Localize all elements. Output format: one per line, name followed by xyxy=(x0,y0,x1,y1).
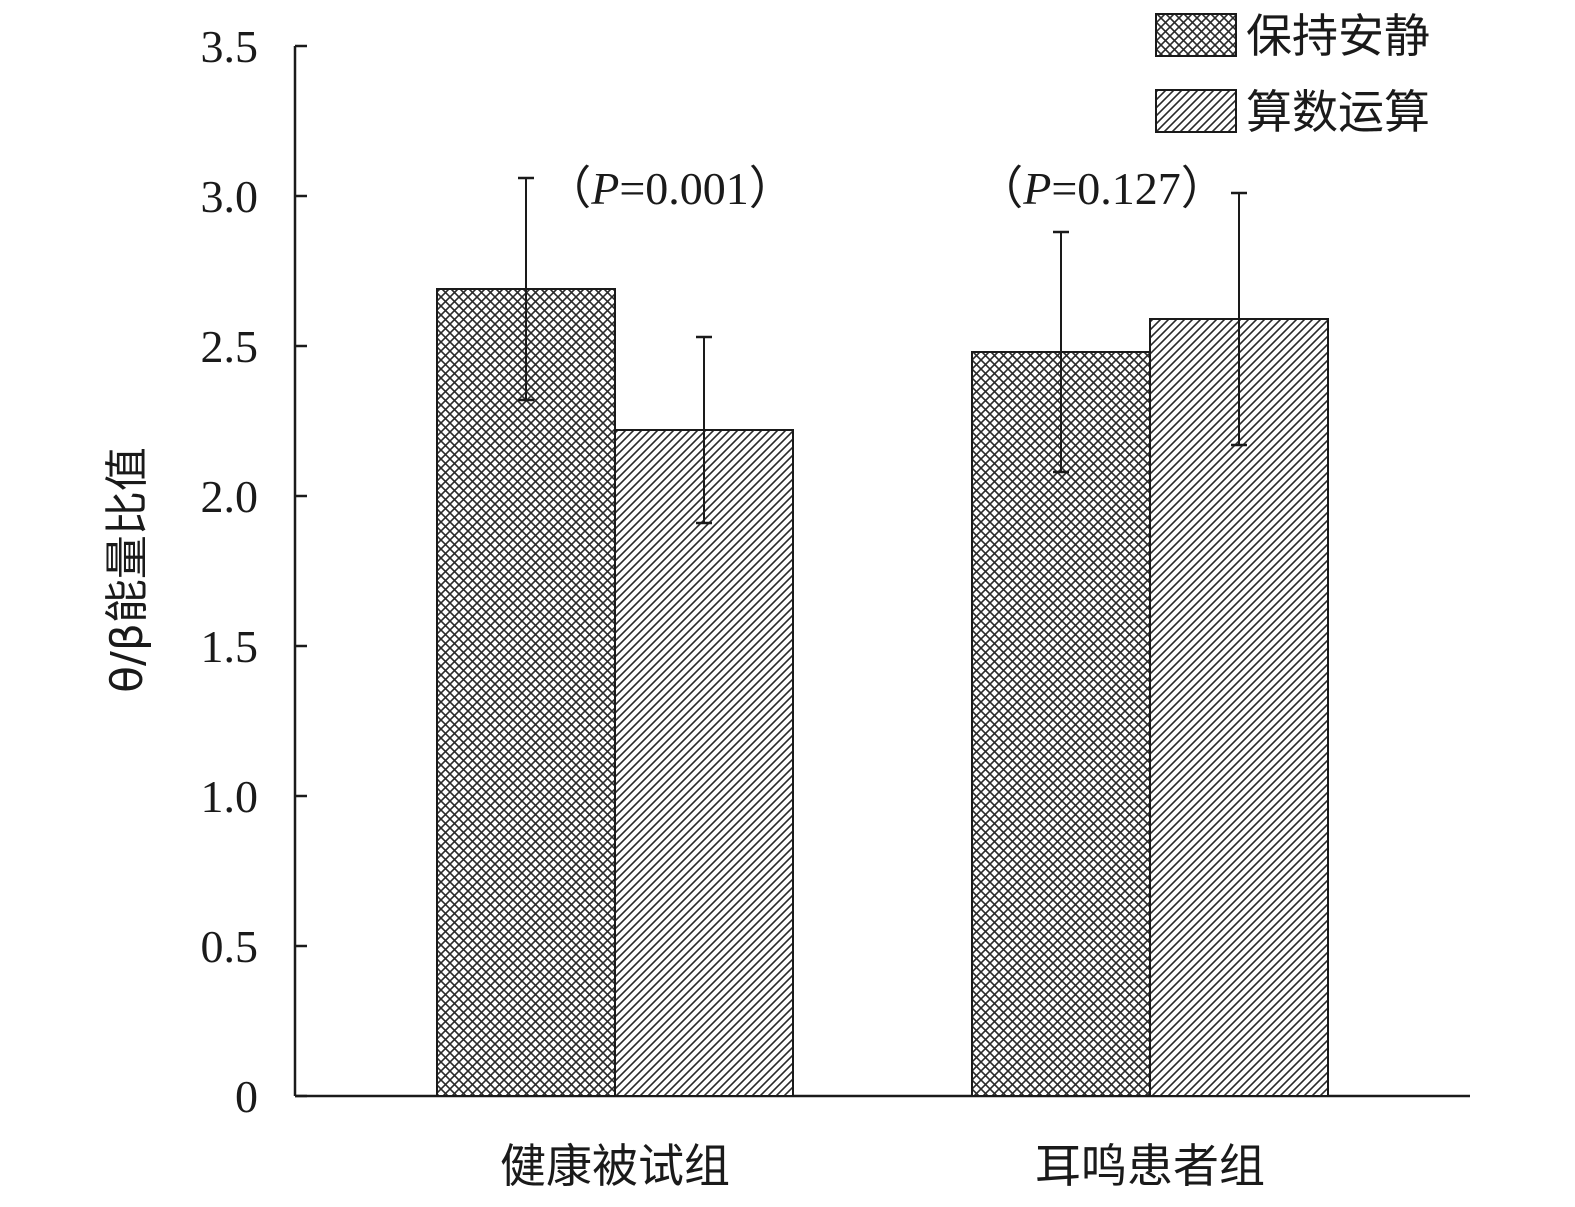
y-tick-label: 1.0 xyxy=(201,771,259,822)
p-value: =0.001 xyxy=(619,163,748,214)
y-axis: 0 0.5 1.0 1.5 2.0 2.5 3.0 3.5 xyxy=(201,21,307,1122)
p-value: =0.127 xyxy=(1051,163,1180,214)
y-tick-label: 3.0 xyxy=(201,171,259,222)
bars xyxy=(436,288,1329,1097)
y-tick-label: 1.5 xyxy=(201,621,259,672)
error-bars xyxy=(518,176,1247,525)
bar xyxy=(1149,318,1329,1097)
legend-swatch xyxy=(1155,89,1237,133)
legend-swatch xyxy=(1155,13,1237,57)
y-tick-label: 0 xyxy=(235,1071,258,1122)
x-category-label: 耳鸣患者组 xyxy=(1035,1139,1265,1193)
x-axis: 健康被试组 耳鸣患者组 xyxy=(295,1094,1470,1193)
p-symbol: P xyxy=(1022,163,1051,214)
p-value-annotations: （P=0.001） （P=0.127） xyxy=(545,163,1227,214)
y-tick-label: 3.5 xyxy=(201,21,259,72)
y-tick-label: 0.5 xyxy=(201,921,259,972)
bar xyxy=(436,288,616,1097)
legend-label: 算数运算 xyxy=(1246,85,1430,139)
bar xyxy=(614,429,794,1097)
paren-open: （ xyxy=(977,163,1023,214)
paren-close: ） xyxy=(1181,163,1227,214)
p-symbol: P xyxy=(590,163,619,214)
y-tick-label: 2.5 xyxy=(201,321,259,372)
p-value-annotation: （P=0.127） xyxy=(977,163,1227,214)
paren-open: （ xyxy=(545,163,591,214)
x-category-label: 健康被试组 xyxy=(500,1139,730,1193)
y-tick-label: 2.0 xyxy=(201,471,259,522)
p-value-annotation: （P=0.001） xyxy=(545,163,795,214)
paren-close: ） xyxy=(749,163,795,214)
y-axis-label: θ/β能量比值 xyxy=(102,447,153,693)
legend-label: 保持安静 xyxy=(1246,9,1430,63)
